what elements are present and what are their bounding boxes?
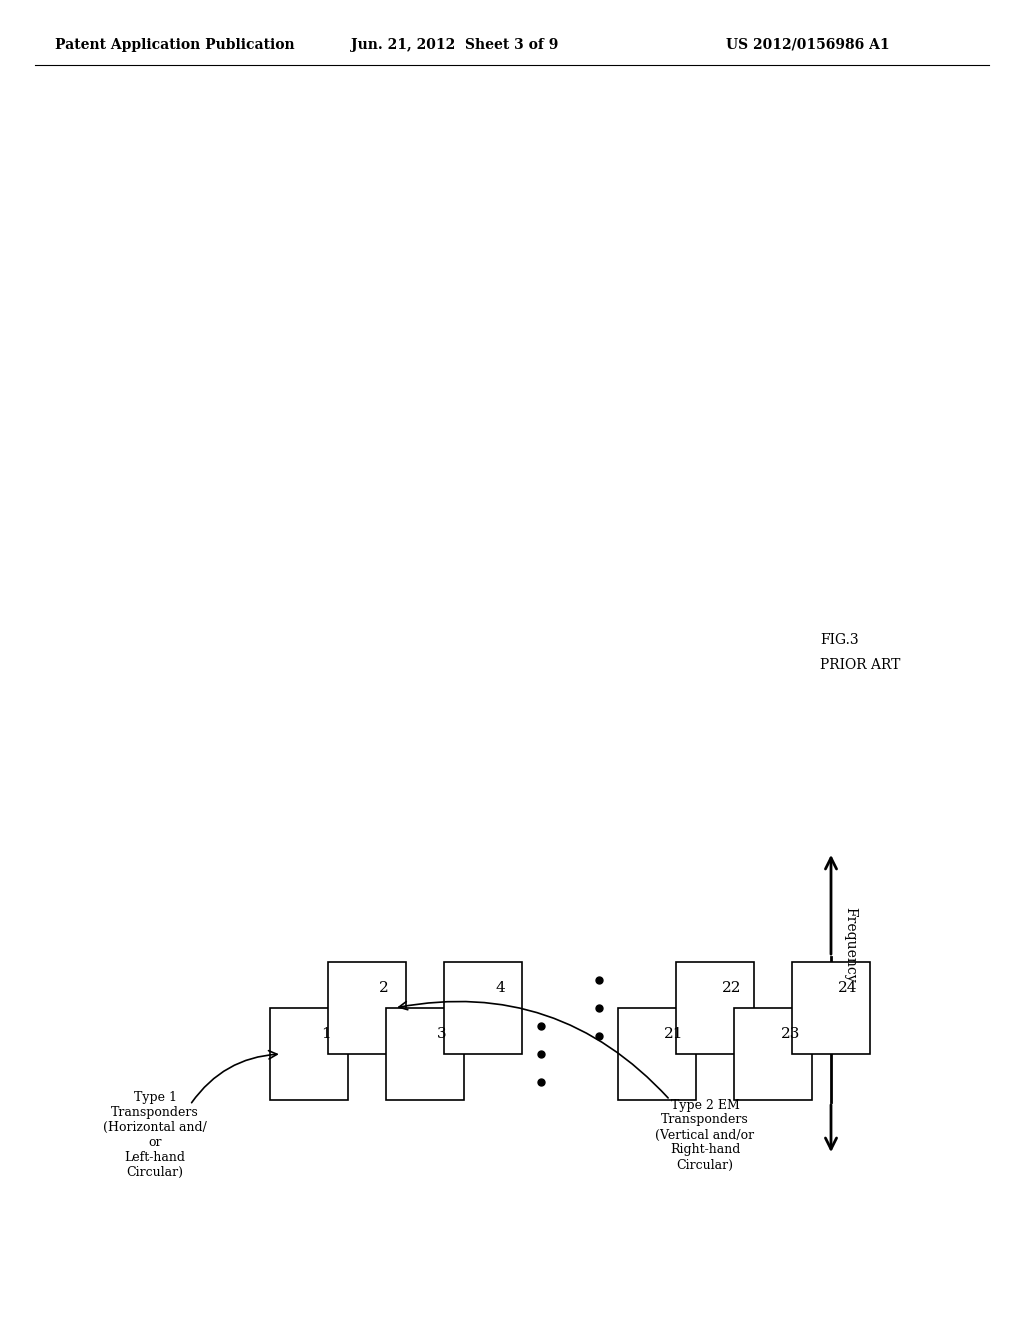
Text: Frequency: Frequency — [843, 907, 857, 982]
Text: PRIOR ART: PRIOR ART — [820, 657, 900, 672]
Bar — [270, 1008, 348, 1100]
Bar — [328, 962, 406, 1053]
Text: 23: 23 — [780, 1027, 800, 1040]
Bar — [792, 962, 870, 1053]
Text: FIG.3: FIG.3 — [820, 634, 859, 647]
Text: Jun. 21, 2012  Sheet 3 of 9: Jun. 21, 2012 Sheet 3 of 9 — [351, 38, 559, 51]
Text: 22: 22 — [722, 981, 742, 995]
Bar — [386, 1008, 464, 1100]
Text: 1: 1 — [322, 1027, 331, 1040]
Text: 21: 21 — [665, 1027, 684, 1040]
Bar — [676, 962, 754, 1053]
Text: Type 2 EM
Transponders
(Vertical and/or
Right-hand
Circular): Type 2 EM Transponders (Vertical and/or … — [655, 1098, 755, 1172]
Text: Patent Application Publication: Patent Application Publication — [55, 38, 295, 51]
Text: US 2012/0156986 A1: US 2012/0156986 A1 — [726, 38, 890, 51]
Text: 2: 2 — [379, 981, 389, 995]
Text: Type 1
Transponders
(Horizontal and/
or
Left-hand
Circular): Type 1 Transponders (Horizontal and/ or … — [103, 1092, 207, 1179]
Bar — [734, 1008, 812, 1100]
Bar — [444, 962, 522, 1053]
Text: 4: 4 — [496, 981, 505, 995]
Bar — [618, 1008, 696, 1100]
Text: 3: 3 — [437, 1027, 446, 1040]
Text: 24: 24 — [839, 981, 858, 995]
